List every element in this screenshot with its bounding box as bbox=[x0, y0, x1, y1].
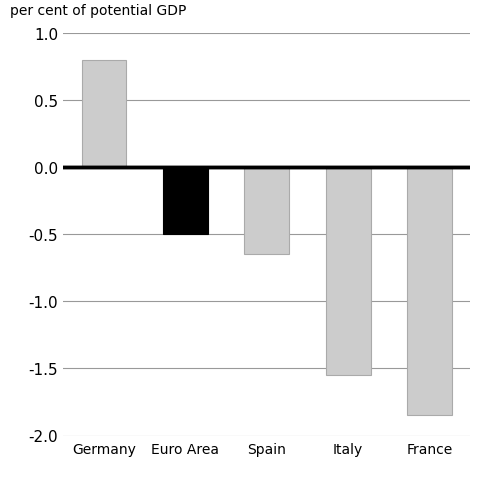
Bar bbox=[244, 168, 288, 255]
Text: per cent of potential GDP: per cent of potential GDP bbox=[10, 4, 186, 18]
Bar bbox=[81, 60, 126, 168]
Bar bbox=[163, 168, 207, 235]
Bar bbox=[407, 168, 451, 415]
Bar bbox=[325, 168, 370, 376]
